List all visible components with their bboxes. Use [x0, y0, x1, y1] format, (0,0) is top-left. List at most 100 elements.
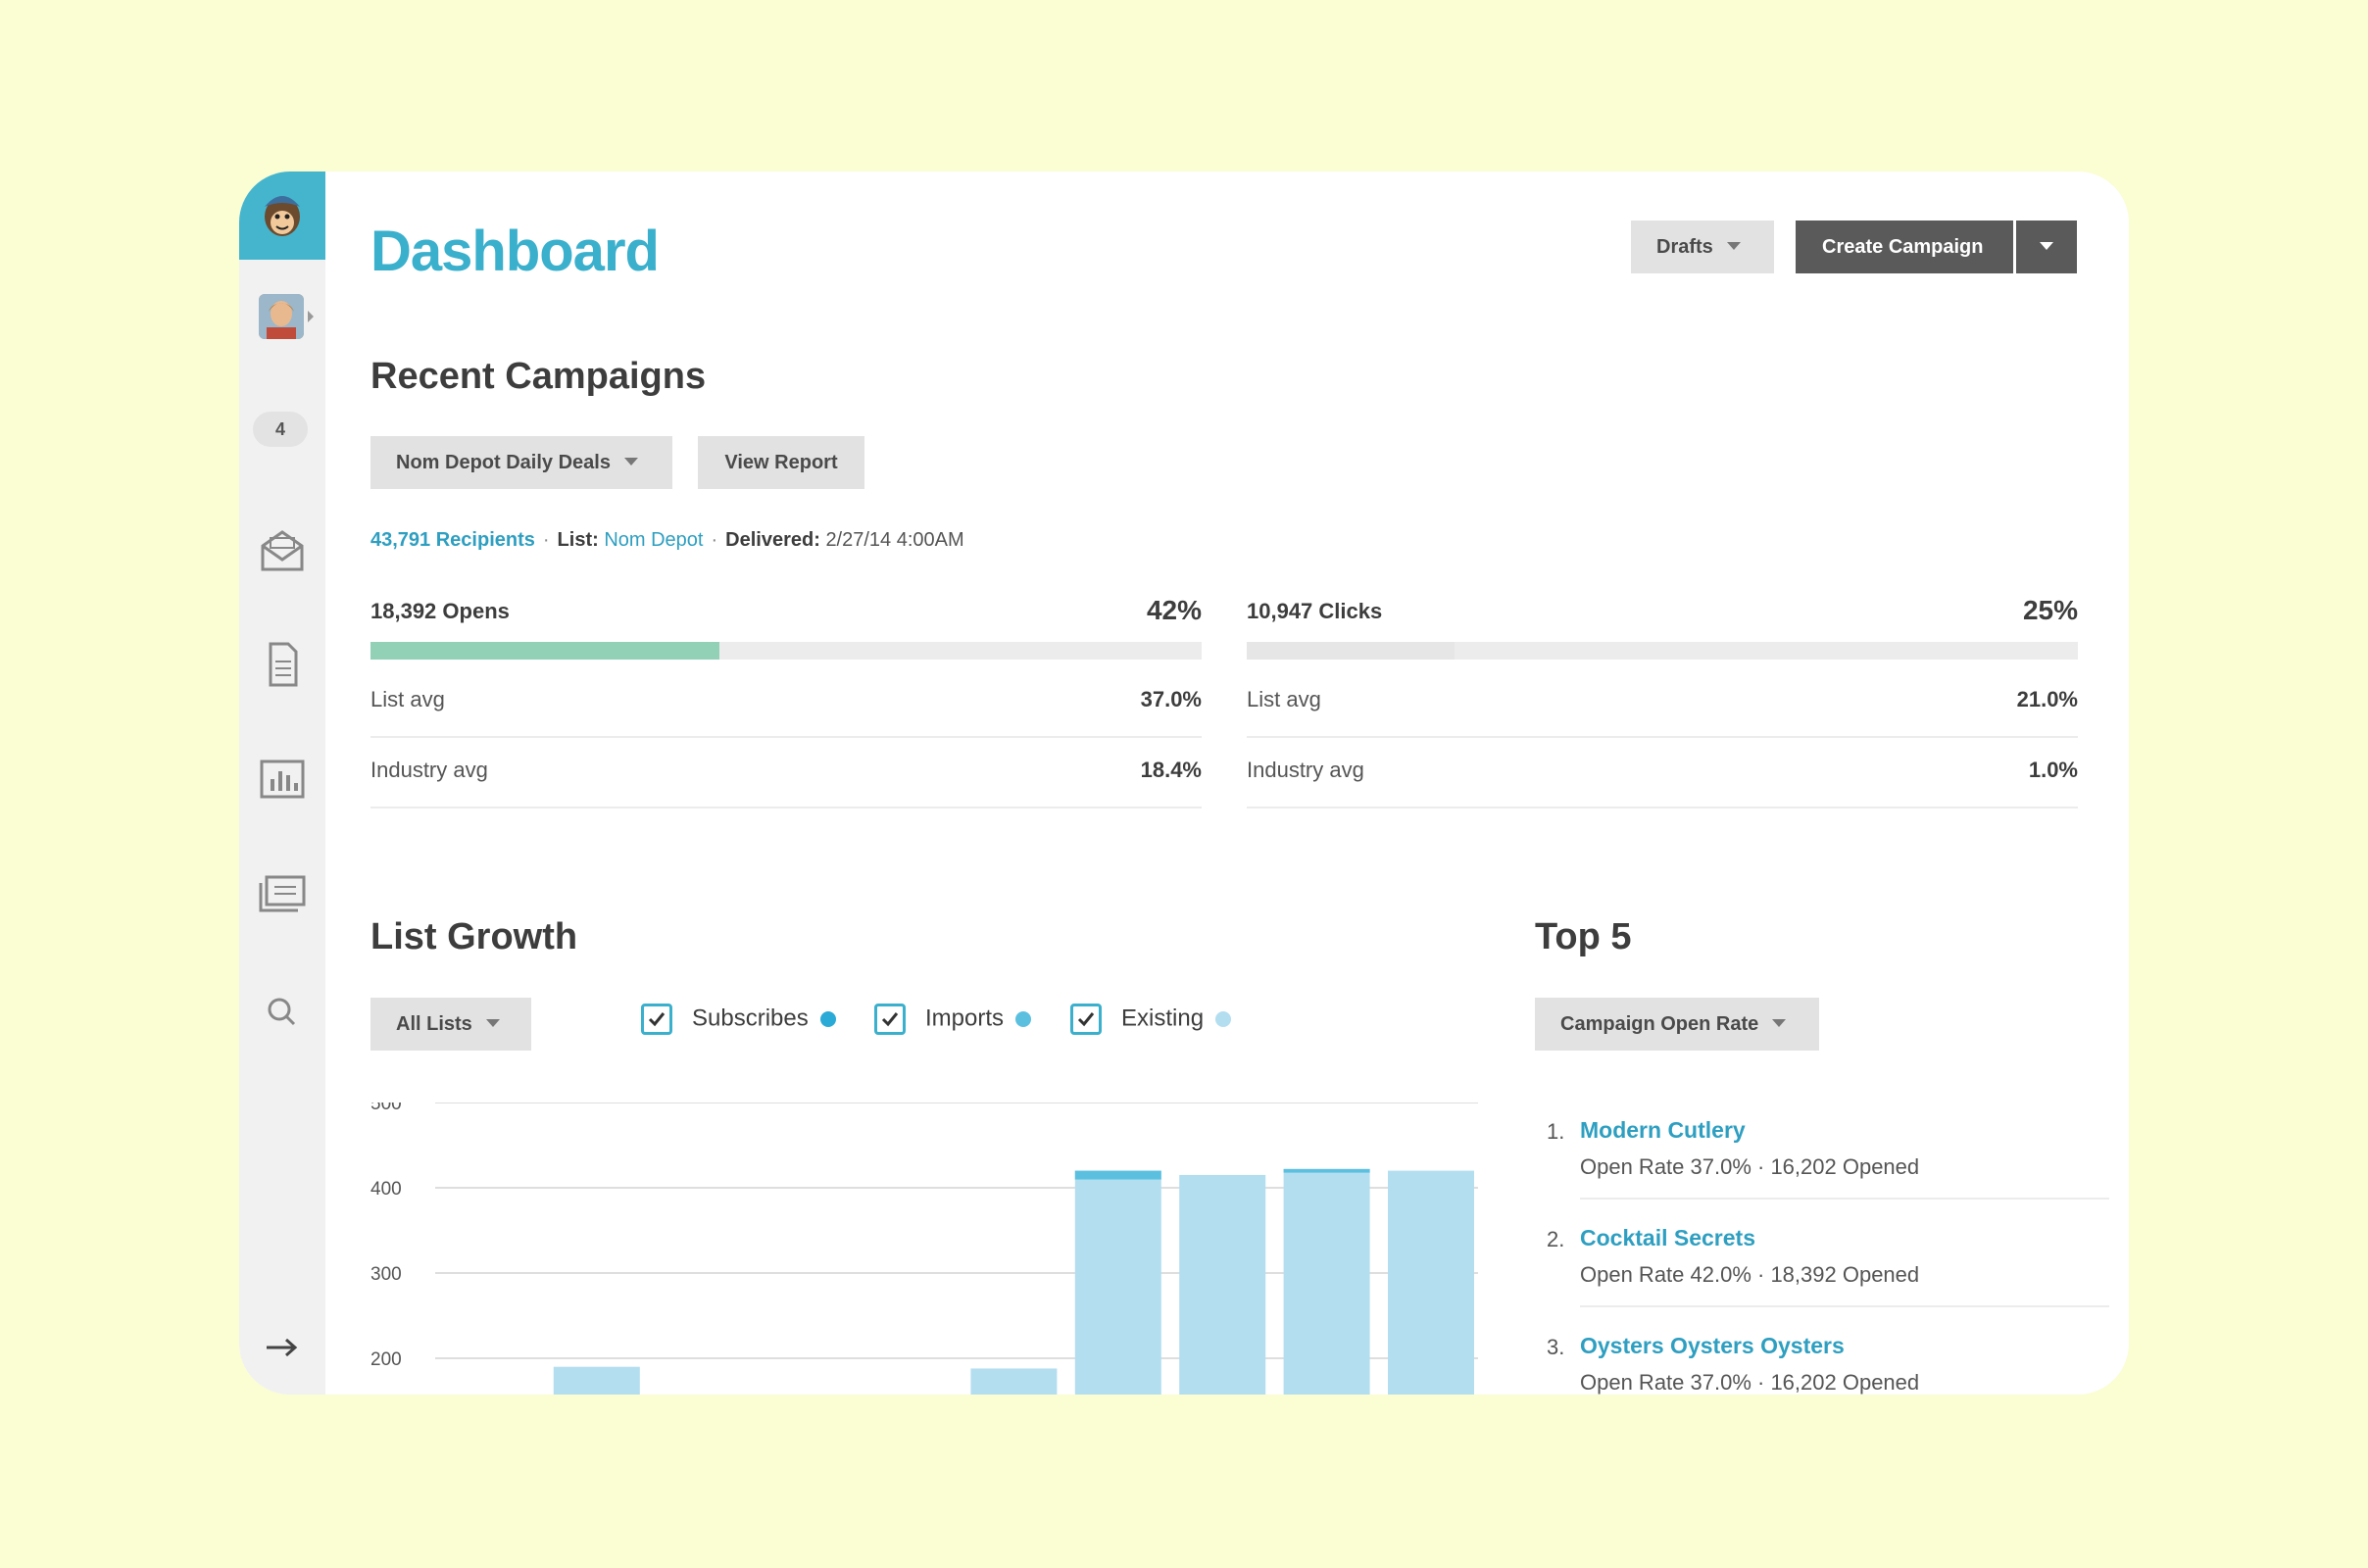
sidebar: 4: [239, 172, 325, 1395]
bar-subscribes-segment[interactable]: [1074, 1170, 1161, 1180]
campaign-stats: Open Rate 37.0% · 16,202 Opened: [1580, 1370, 1920, 1395]
clicks-progress-bar: [1247, 642, 2078, 660]
imports-checkbox[interactable]: Imports: [874, 1004, 1032, 1043]
campaign-link[interactable]: Cocktail Secrets: [1580, 1225, 1755, 1250]
y-tick-label: 400: [370, 1179, 402, 1200]
list-growth-heading: List Growth: [370, 916, 578, 957]
bar[interactable]: [1388, 1170, 1474, 1395]
imports-label: Imports: [925, 1004, 1005, 1032]
recent-campaigns-heading: Recent Campaigns: [370, 356, 707, 397]
opens-progress-bar: [370, 642, 1202, 660]
checkmark-icon: [881, 1012, 899, 1027]
opens-percent: 42%: [1146, 595, 1202, 625]
chevron-down-icon: [485, 1018, 500, 1027]
rank-number: 1.: [1547, 1119, 1565, 1144]
checkmark-icon: [648, 1012, 666, 1027]
campaigns-icon[interactable]: [257, 526, 308, 573]
industry-avg-label: Industry avg: [370, 758, 488, 782]
avatar-caret-icon[interactable]: [308, 311, 314, 322]
y-tick-label: 200: [370, 1349, 402, 1370]
y-tick-label: 500: [370, 1102, 402, 1114]
logo-cell[interactable]: [239, 172, 325, 260]
checkmark-icon: [1077, 1012, 1095, 1027]
drafts-label: Drafts: [1656, 236, 1713, 258]
checkbox-box: [874, 1004, 906, 1035]
campaign-select-value: Nom Depot Daily Deals: [396, 452, 611, 473]
bar[interactable]: [970, 1368, 1058, 1395]
existing-label: Existing: [1121, 1004, 1205, 1032]
subscribes-label: Subscribes: [692, 1004, 809, 1032]
list-link[interactable]: Nom Depot: [604, 529, 704, 551]
templates-icon[interactable]: [257, 640, 308, 687]
clicks-stat: 10,947 Clicks 25% List avg 21.0% Industr…: [1247, 595, 2078, 808]
list-avg-label: List avg: [1247, 687, 1321, 711]
list-label: List:: [557, 529, 599, 551]
collapse-arrow-icon[interactable]: [263, 1336, 302, 1359]
page-title: Dashboard: [370, 220, 660, 283]
subscribes-checkbox[interactable]: Subscribes: [641, 1004, 836, 1043]
list-avg-value: 37.0%: [1140, 687, 1202, 711]
list-select-value: All Lists: [396, 1013, 472, 1035]
campaign-select[interactable]: Nom Depot Daily Deals: [370, 436, 672, 489]
clicks-label: 10,947 Clicks: [1247, 599, 1383, 623]
campaign-link[interactable]: Modern Cutlery: [1580, 1117, 1746, 1143]
list-select[interactable]: All Lists: [370, 998, 531, 1051]
checkbox-box: [641, 1004, 672, 1035]
campaign-stats: Open Rate 42.0% · 18,392 Opened: [1580, 1262, 1920, 1287]
bar-subscribes-segment[interactable]: [1283, 1168, 1370, 1173]
reports-icon[interactable]: [257, 756, 308, 803]
checkbox-box: [1070, 1004, 1102, 1035]
recipients-link[interactable]: 43,791 Recipients: [370, 529, 535, 551]
delivered-value: 2/27/14 4:00AM: [825, 529, 964, 551]
top5-metric-select[interactable]: Campaign Open Rate: [1535, 998, 1819, 1051]
clicks-progress-fill: [1247, 642, 1455, 660]
bar[interactable]: [1179, 1174, 1266, 1395]
list-avg-value: 21.0%: [2016, 687, 2078, 711]
search-icon[interactable]: [257, 989, 308, 1036]
view-report-button[interactable]: View Report: [698, 436, 864, 489]
divider: [1580, 1198, 2109, 1200]
user-photo-icon: [259, 294, 304, 339]
top5-heading: Top 5: [1535, 916, 1632, 957]
top5-metric-value: Campaign Open Rate: [1560, 1013, 1759, 1035]
existing-color-dot: [1215, 1011, 1232, 1027]
rank-number: 3.: [1547, 1335, 1565, 1359]
subscribes-color-dot: [819, 1011, 836, 1027]
delivered-label: Delivered:: [725, 529, 820, 551]
bar[interactable]: [1074, 1170, 1161, 1395]
opens-industry-avg-row: Industry avg 18.4%: [370, 736, 1202, 808]
main-content: Dashboard Drafts Create Campaign Recent …: [325, 172, 2129, 1395]
industry-avg-value: 18.4%: [1140, 758, 1202, 782]
opens-stat: 18,392 Opens 42% List avg 37.0% Industry…: [370, 595, 1202, 808]
imports-color-dot: [1015, 1011, 1032, 1027]
campaign-meta: 43,791 Recipients · List: Nom Depot · Delive…: [370, 529, 964, 551]
industry-avg-value: 1.0%: [2028, 758, 2078, 782]
list-avg-label: List avg: [370, 687, 445, 711]
chevron-down-icon: [2040, 241, 2053, 250]
chevron-down-icon: [1726, 241, 1741, 250]
clicks-percent: 25%: [2022, 595, 2078, 625]
chevron-down-icon: [623, 457, 638, 466]
notification-badge[interactable]: 4: [253, 412, 308, 447]
list-growth-chart: 500 400 300 200: [370, 1102, 1478, 1395]
opens-progress-fill: [370, 642, 720, 660]
clicks-list-avg-row: List avg 21.0%: [1247, 665, 2078, 738]
campaign-link[interactable]: Oysters Oysters Oysters: [1580, 1333, 1845, 1358]
existing-checkbox[interactable]: Existing: [1070, 1004, 1232, 1043]
lists-icon[interactable]: [257, 869, 308, 916]
rank-number: 2.: [1547, 1227, 1565, 1251]
opens-list-avg-row: List avg 37.0%: [370, 665, 1202, 738]
drafts-dropdown[interactable]: Drafts: [1631, 220, 1774, 273]
app-window: 4: [239, 172, 2129, 1395]
campaign-stats: Open Rate 37.0% · 16,202 Opened: [1580, 1154, 1920, 1179]
bar[interactable]: [1283, 1168, 1370, 1395]
chevron-down-icon: [1772, 1018, 1787, 1027]
create-campaign-menu-button[interactable]: [2014, 220, 2077, 273]
create-campaign-button[interactable]: Create Campaign: [1796, 220, 2013, 273]
avatar[interactable]: [259, 294, 304, 339]
divider: [1580, 1305, 2109, 1307]
clicks-industry-avg-row: Industry avg 1.0%: [1247, 736, 2078, 808]
industry-avg-label: Industry avg: [1247, 758, 1364, 782]
monkey-logo-icon: [265, 196, 300, 236]
bar[interactable]: [553, 1366, 640, 1395]
